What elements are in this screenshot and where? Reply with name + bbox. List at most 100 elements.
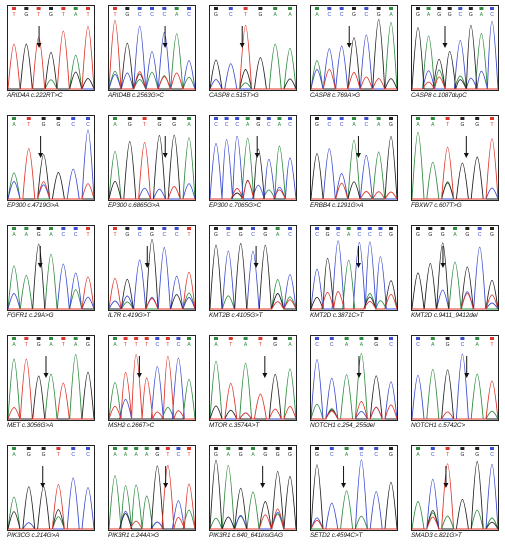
chromatogram-panel: A G T G G A EP300 c.6865G>A <box>101 110 202 220</box>
base-marker <box>226 447 231 450</box>
base-call: A <box>476 342 480 348</box>
base-call: C <box>177 452 181 458</box>
base-call: G <box>315 122 319 128</box>
base-call: G <box>315 452 319 458</box>
variant-label: NOTCH1 c.5742C> <box>411 422 466 429</box>
variant-label: PIK3R1 c.640_641insGAG <box>209 532 283 539</box>
base-call: G <box>263 452 267 458</box>
base-marker <box>144 337 149 340</box>
base-call: C <box>86 122 90 128</box>
base-marker <box>176 447 181 450</box>
base-call: A <box>187 122 191 128</box>
base-marker <box>475 117 480 120</box>
base-call: C <box>187 12 191 18</box>
base-marker <box>367 227 372 230</box>
base-marker <box>26 117 31 120</box>
base-call: C <box>357 232 361 238</box>
dye-trace <box>210 180 296 200</box>
base-call: C <box>389 342 393 348</box>
base-marker <box>460 447 465 450</box>
chromatogram-panel: G G G A G C G KMT2D c.9411_9412del <box>404 220 505 330</box>
base-marker <box>24 7 29 10</box>
base-call: C <box>374 452 378 458</box>
base-marker <box>235 117 240 120</box>
base-marker <box>113 337 117 340</box>
variant-arrow <box>162 136 168 158</box>
base-marker <box>445 117 450 120</box>
dye-trace <box>210 412 296 420</box>
base-call: A <box>49 232 53 238</box>
base-call: C <box>461 342 465 348</box>
base-call: T <box>62 342 65 348</box>
base-marker <box>329 447 334 450</box>
base-call: A <box>74 12 78 18</box>
base-call: T <box>124 342 127 348</box>
variant-label: CASP8 c.1087dupC <box>411 92 467 99</box>
base-marker <box>214 117 218 120</box>
dye-trace <box>210 250 296 310</box>
chromatogram-panel: A C C G C G A CASP8 c.769A>G <box>303 0 404 110</box>
base-marker <box>61 227 66 230</box>
base-marker <box>56 117 61 120</box>
base-marker <box>256 117 261 120</box>
dye-trace <box>109 142 195 200</box>
base-call: A <box>276 232 280 238</box>
variant-label: SMAD3 c.821G>T <box>411 532 462 539</box>
chromatogram-panel: G C G C G A C KMT2B c.4105G>T <box>202 220 303 330</box>
dye-trace <box>311 240 397 310</box>
variant-label: PIK3CG c.214G>A <box>7 532 60 539</box>
variant-arrow <box>43 356 49 378</box>
chromatogram-panel: G C T G A A CASP8 c.515T>G <box>202 0 303 110</box>
base-call: G <box>172 122 176 128</box>
base-call: A <box>377 122 381 128</box>
base-marker <box>430 117 435 120</box>
dye-trace <box>412 242 498 310</box>
dye-trace <box>311 400 397 420</box>
variant-label: MSH2 c.266T>C <box>108 422 155 429</box>
base-marker <box>41 117 46 120</box>
variant-arrow <box>37 246 43 268</box>
dye-trace <box>412 368 498 420</box>
dye-trace <box>109 247 195 310</box>
variant-label: KMT2D c.9411_9412del <box>411 312 478 319</box>
variant-label: KMT2B c.4105G>T <box>209 312 263 319</box>
base-call: C <box>360 452 364 458</box>
variant-label: SETD2 c.4594C>T <box>310 532 363 539</box>
dye-trace <box>412 369 498 420</box>
chromatogram-panel: T G C C C A C ARID4B c.2563G>C <box>101 0 202 110</box>
base-call: C <box>86 452 90 458</box>
base-marker <box>475 447 480 450</box>
dye-trace <box>210 63 296 90</box>
base-marker <box>416 7 420 10</box>
variant-arrow <box>253 246 259 268</box>
base-marker <box>336 227 341 230</box>
base-marker <box>273 7 278 10</box>
base-marker <box>266 117 271 120</box>
base-marker <box>440 227 445 230</box>
base-call: A <box>227 452 231 458</box>
dye-trace <box>412 187 498 200</box>
dye-trace <box>109 271 195 310</box>
base-marker <box>214 447 218 450</box>
dye-trace <box>8 496 94 530</box>
dye-trace <box>311 291 397 310</box>
dye-trace <box>412 156 498 200</box>
base-call: C <box>315 232 319 238</box>
dye-trace <box>8 243 94 310</box>
base-marker <box>288 227 292 230</box>
base-marker <box>376 117 381 120</box>
base-call: A <box>246 122 250 128</box>
base-call: G <box>273 342 277 348</box>
base-marker <box>490 447 494 450</box>
base-marker <box>277 117 282 120</box>
base-marker <box>364 117 369 120</box>
base-call: G <box>460 122 464 128</box>
base-call: A <box>288 342 292 348</box>
